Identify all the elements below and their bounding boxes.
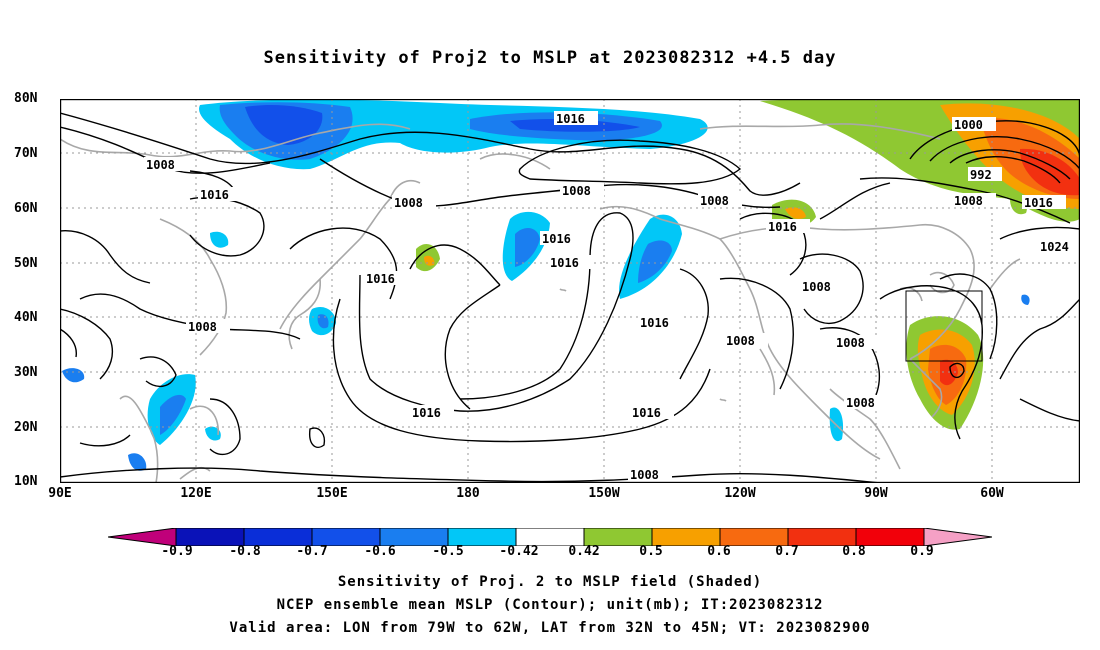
contour-label-992: 992 [970, 168, 992, 182]
chart-title: Sensitivity of Proj2 to MSLP at 20230823… [263, 48, 837, 68]
colorbar-overflow-triangle [923, 528, 992, 546]
lon-label-120w: 120W [724, 486, 756, 501]
contour-label-1008-j: 1008 [846, 396, 875, 410]
colorbar-label-p042: 0.42 [568, 544, 600, 559]
colorbar-segments [108, 528, 992, 546]
colorbar-label-n09: -0.9 [161, 544, 193, 559]
contour-label-group: 1016 1008 1016 1008 1016 1008 1016 1016 … [144, 111, 1080, 482]
lon-label-90e: 90E [48, 486, 72, 501]
contour-label-1008-c: 1008 [562, 184, 591, 198]
lat-label-50n: 50N [14, 256, 38, 271]
footer-line-3: Valid area: LON from 79W to 62W, LAT fro… [229, 620, 871, 636]
colorbar-label-n08: -0.8 [229, 544, 261, 559]
shade-arctic-red [1020, 148, 1080, 196]
contour-label-1016-j: 1016 [632, 406, 661, 420]
contour-label-1008-d: 1008 [700, 194, 729, 208]
contour-label-1016-h: 1016 [412, 406, 441, 420]
lat-label-30n: 30N [14, 365, 38, 380]
colorbar-label-n05: -0.5 [432, 544, 464, 559]
shade-korea-blue [210, 231, 229, 248]
shade-atl-blue-small [1021, 294, 1030, 305]
shade-wpac-blue [205, 426, 221, 441]
contour-label-1008-f: 1008 [954, 194, 983, 208]
shade-scs-blue-2 [128, 453, 147, 471]
contour-label-1016-i: 1016 [640, 316, 669, 330]
contour-label-1016-f: 1016 [768, 220, 797, 234]
map-frame [60, 99, 1080, 483]
shade-japan-blue-b [317, 314, 329, 329]
lat-label-80n: 80N [14, 91, 38, 106]
lat-label-40n: 40N [14, 310, 38, 325]
contour-label-1008-e: 1008 [802, 280, 831, 294]
shade-scs-blue-b [160, 394, 186, 435]
sensitivity-map: 1016 1008 1016 1008 1016 1008 1016 1016 … [60, 99, 1080, 483]
contour-label-1008-g: 1008 [188, 320, 217, 334]
lat-label-60n: 60N [14, 201, 38, 216]
contour-label-1016-e: 1016 [366, 272, 395, 286]
shade-pi-blue [62, 368, 85, 383]
contour-label-1016-d: 1016 [550, 256, 579, 270]
lat-label-20n: 20N [14, 420, 38, 435]
contour-label-1016-g: 1016 [1024, 196, 1053, 210]
shade-arctic-blue-deep-2 [510, 119, 640, 132]
contour-label-1016-a: 1016 [556, 112, 585, 126]
colorbar-label-n042: -0.42 [499, 544, 539, 559]
colorbar-label-p06: 0.6 [707, 544, 731, 559]
footer-line-2: NCEP ensemble mean MSLP (Contour); unit(… [276, 597, 824, 613]
lon-label-60w: 60W [980, 486, 1004, 501]
valid-area-box [905, 290, 983, 362]
lon-label-150e: 150E [316, 486, 348, 501]
positive-sensitivity-shading [416, 99, 1080, 430]
contour-label-1008-k: 1008 [630, 468, 659, 482]
lon-label-120e: 120E [180, 486, 212, 501]
contour-label-1008-h: 1008 [726, 334, 755, 348]
colorbar-label-n07: -0.7 [296, 544, 328, 559]
footer-line-1: Sensitivity of Proj. 2 to MSLP field (Sh… [337, 574, 763, 590]
colorbar-label-n06: -0.6 [364, 544, 396, 559]
contour-label-1008-a: 1008 [146, 158, 175, 172]
colorbar-label-p08: 0.8 [842, 544, 866, 559]
lat-label-70n: 70N [14, 146, 38, 161]
shade-arctic-blue-deep [245, 105, 323, 145]
contour-label-1008-b: 1008 [394, 196, 423, 210]
contour-label-1016-c: 1016 [542, 232, 571, 246]
shade-pacific-blue-1b [515, 227, 540, 267]
lat-label-10n: 10N [14, 474, 38, 489]
contour-label-1016-b: 1016 [200, 188, 229, 202]
contour-label-1024: 1024 [1040, 240, 1069, 254]
lon-label-150w: 150W [588, 486, 620, 501]
lon-label-180: 180 [456, 486, 480, 501]
contour-label-1008-i: 1008 [836, 336, 865, 350]
shade-pacific-blue-2b [638, 240, 672, 283]
contour-label-1000: 1000 [954, 118, 983, 132]
colorbar [108, 528, 992, 546]
lon-label-90w: 90W [864, 486, 888, 501]
shade-ak-orange [785, 207, 806, 219]
colorbar-label-p07: 0.7 [775, 544, 799, 559]
colorbar-label-p09: 0.9 [910, 544, 934, 559]
colorbar-label-p05: 0.5 [639, 544, 663, 559]
